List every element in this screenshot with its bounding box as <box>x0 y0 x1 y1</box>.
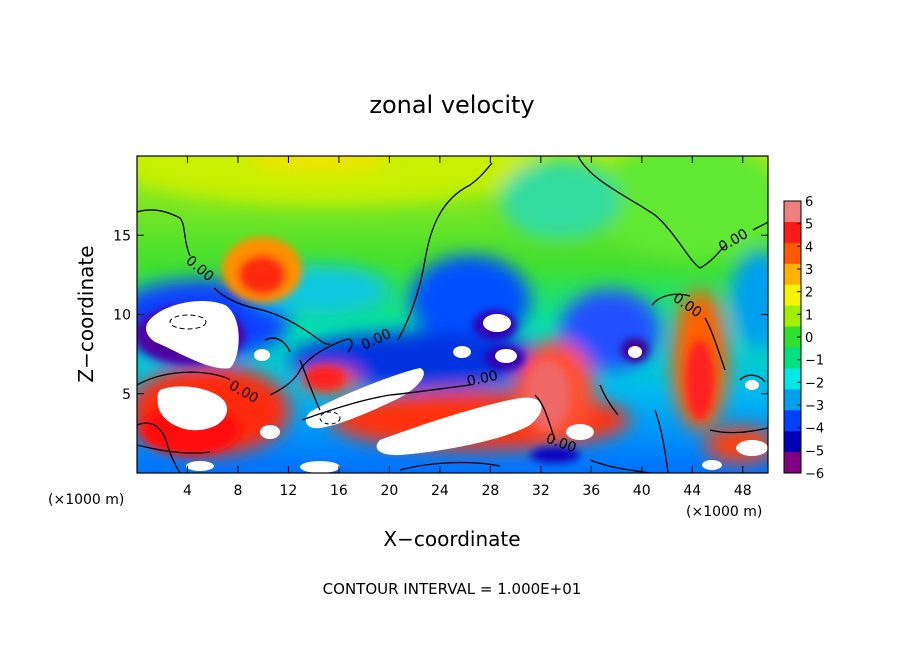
colorbar-tick-label: −2 <box>805 376 824 391</box>
colorbar-tick-label: 4 <box>805 240 813 255</box>
zero-contour-lines <box>137 156 768 473</box>
colorbar-swatch <box>784 452 801 474</box>
x-tick-label: 48 <box>734 483 752 499</box>
x-tick-label: 16 <box>330 483 348 499</box>
x-axis-title: X−coordinate <box>383 527 520 551</box>
colorbar-tick-label: 5 <box>805 218 813 233</box>
colorbar-swatch <box>784 242 801 265</box>
colorbar-tick-label: −6 <box>805 467 824 482</box>
colorbar-swatch <box>784 326 801 348</box>
contour-interval-text: CONTOUR INTERVAL = 1.000E+01 <box>323 580 582 598</box>
colorbar-swatch <box>784 410 801 432</box>
colorbar-tick-label: 6 <box>805 195 813 210</box>
x-tick-label: 36 <box>582 483 600 499</box>
x-unit-left: (×1000 m) <box>48 492 124 508</box>
colorbar-swatch <box>784 389 801 411</box>
colorbar-tick-label: 1 <box>805 308 813 323</box>
x-unit-right: (×1000 m) <box>686 504 762 520</box>
y-tick-label: 5 <box>122 387 131 403</box>
y-tick-label: 10 <box>113 308 131 324</box>
contour-label: 0.00 <box>466 368 500 390</box>
x-tick-label: 32 <box>532 483 550 499</box>
colorbar-tick-label: −3 <box>805 399 824 414</box>
x-ticks: 4 8 12 16 20 24 28 32 36 40 44 48 <box>183 156 752 499</box>
x-tick-label: 24 <box>431 483 449 499</box>
x-tick-label: 8 <box>233 483 242 499</box>
y-tick-label: 15 <box>113 228 131 244</box>
colorbar-swatch <box>784 284 801 307</box>
x-tick-label: 40 <box>633 483 651 499</box>
colorbar: 6 5 4 3 2 1 0 −1 −2 −3 −4 −5 −6 <box>783 195 824 482</box>
x-tick-label: 20 <box>380 483 398 499</box>
colorbar-swatch <box>784 201 801 223</box>
colorbar-swatch <box>784 368 801 390</box>
y-axis-title: Z−coordinate <box>74 245 98 382</box>
colorbar-swatch <box>784 347 801 369</box>
colorbar-tick-label: 3 <box>805 263 813 278</box>
colorbar-swatch <box>784 263 801 286</box>
x-tick-label: 4 <box>183 483 192 499</box>
contour-field <box>137 156 768 473</box>
colorbar-tick-label: 0 <box>805 331 813 346</box>
colorbar-swatch <box>784 305 801 328</box>
colorbar-tick-label: −4 <box>805 422 824 437</box>
colorbar-swatch <box>784 221 801 244</box>
x-tick-label: 28 <box>481 483 499 499</box>
colorbar-tick-label: −5 <box>805 444 824 459</box>
chart-title: zonal velocity <box>369 91 534 119</box>
colorbar-tick-label: −1 <box>805 354 824 369</box>
x-tick-label: 44 <box>683 483 701 499</box>
x-tick-label: 12 <box>280 483 298 499</box>
colorbar-swatch <box>784 431 801 453</box>
colorbar-tick-label: 2 <box>805 286 813 301</box>
y-ticks: 5 10 15 <box>113 228 768 403</box>
